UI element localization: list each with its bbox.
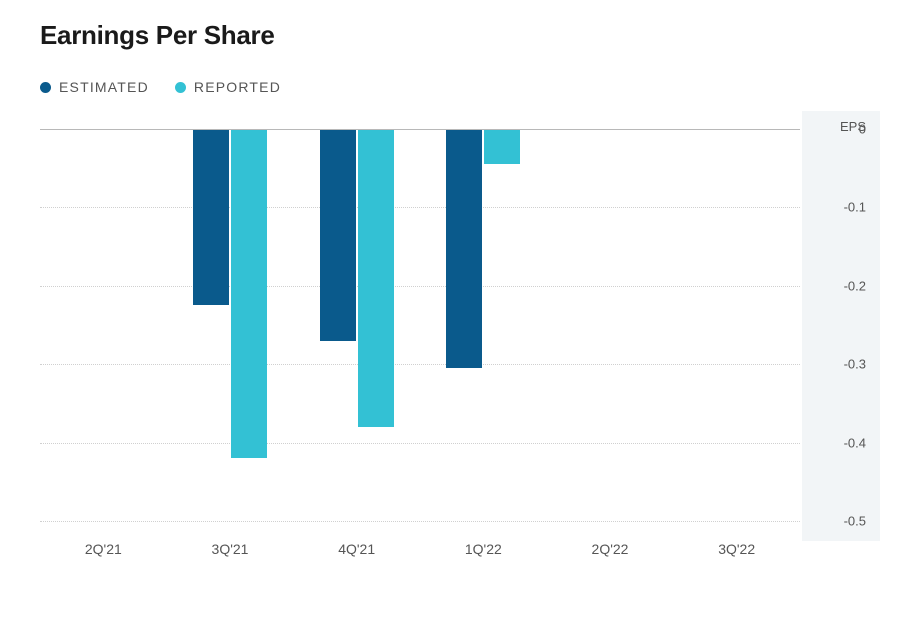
bar-reported[interactable]	[358, 129, 394, 427]
bar-estimated[interactable]	[446, 129, 482, 368]
x-tick-label: 4Q'21	[338, 541, 375, 557]
bar-reported[interactable]	[484, 129, 520, 164]
legend-dot-estimated	[40, 82, 51, 93]
legend-dot-reported	[175, 82, 186, 93]
chart-area: EPS 0-0.1-0.2-0.3-0.4-0.5 2Q'213Q'214Q'2…	[40, 129, 880, 569]
legend-label-reported: REPORTED	[194, 79, 281, 95]
x-tick-label: 3Q'22	[718, 541, 755, 557]
x-tick-label: 3Q'21	[212, 541, 249, 557]
chart-title: Earnings Per Share	[40, 20, 897, 51]
y-tick-label: -0.1	[844, 200, 866, 215]
x-axis: 2Q'21 3Q'21 4Q'21 1Q'22 2Q'22 3Q'22	[40, 541, 800, 565]
x-tick-label: 2Q'22	[592, 541, 629, 557]
legend: ESTIMATED REPORTED	[40, 79, 897, 95]
baseline	[40, 129, 800, 130]
gridline	[40, 286, 800, 287]
gridline	[40, 443, 800, 444]
gridline	[40, 521, 800, 522]
eps-chart-container: Earnings Per Share ESTIMATED REPORTED EP…	[0, 0, 897, 629]
y-tick-label: 0	[859, 122, 866, 137]
y-tick-label: -0.5	[844, 514, 866, 529]
x-tick-label: 1Q'22	[465, 541, 502, 557]
legend-item-reported: REPORTED	[175, 79, 281, 95]
bar-reported[interactable]	[231, 129, 267, 458]
gridline	[40, 207, 800, 208]
x-tick-label: 2Q'21	[85, 541, 122, 557]
gridline	[40, 364, 800, 365]
y-tick-label: -0.4	[844, 435, 866, 450]
plot-area	[40, 129, 800, 521]
bar-estimated[interactable]	[193, 129, 229, 305]
bar-estimated[interactable]	[320, 129, 356, 341]
y-tick-label: -0.2	[844, 278, 866, 293]
legend-item-estimated: ESTIMATED	[40, 79, 149, 95]
legend-label-estimated: ESTIMATED	[59, 79, 149, 95]
y-tick-label: -0.3	[844, 357, 866, 372]
y-axis-panel: EPS 0-0.1-0.2-0.3-0.4-0.5	[802, 111, 880, 541]
